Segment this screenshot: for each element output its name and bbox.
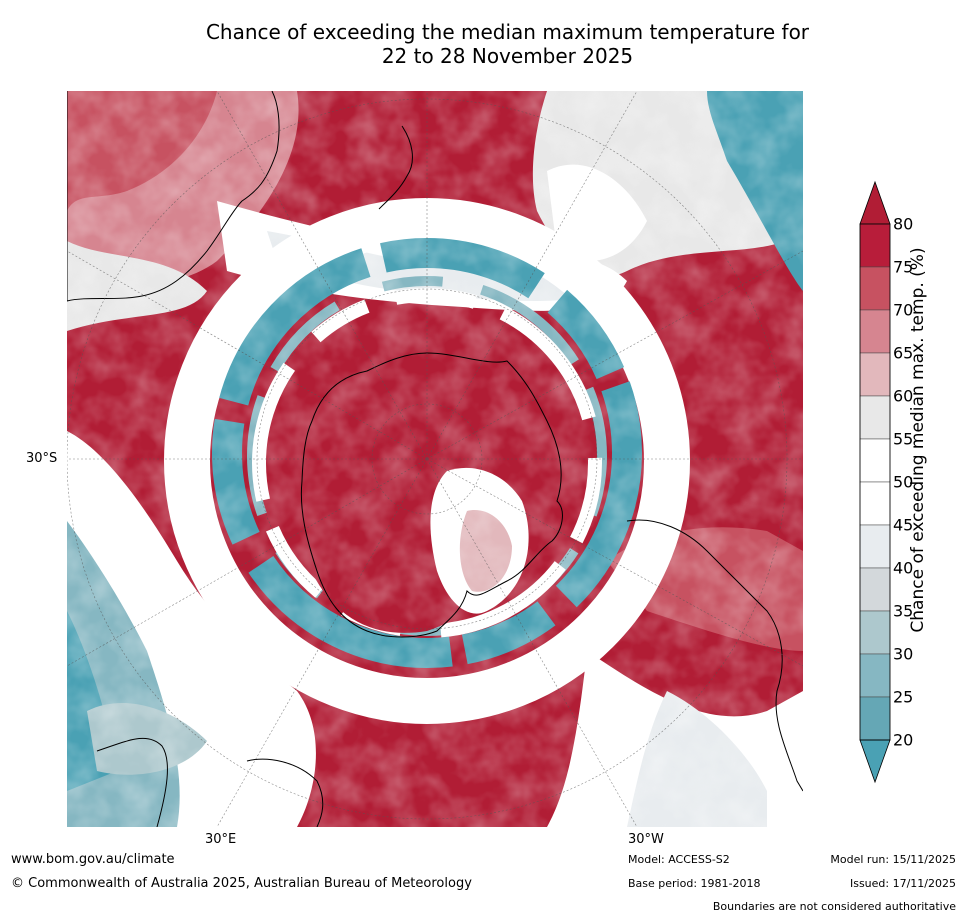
colorbar-under-triangle	[859, 739, 891, 784]
polar-map	[67, 91, 803, 827]
lat-label-30s: 30°S	[26, 451, 58, 466]
colorbar-tick-label: 70	[893, 300, 914, 320]
footer-issued: Issued: 17/11/2025	[849, 877, 956, 890]
title-line-2: 22 to 28 November 2025	[381, 44, 634, 68]
colorbar-bin-45-50	[859, 481, 891, 526]
colorbar-tick-label: 60	[893, 386, 914, 406]
colorbar-tick-label: 40	[893, 558, 914, 578]
colorbar-tick-label: 35	[893, 601, 914, 621]
colorbar-tick-label: 30	[893, 644, 914, 664]
colorbar-tick-label: 80	[893, 214, 914, 234]
colorbar-tick-label: 20	[893, 730, 914, 750]
colorbar-tick-label: 55	[893, 429, 914, 449]
footer-model-run: Model run: 15/11/2025	[830, 853, 956, 866]
colorbar-bin-20-25	[859, 696, 891, 741]
colorbar-bin-30-35	[859, 610, 891, 655]
colorbar-bin-60-65	[859, 352, 891, 397]
map-title: Chance of exceeding the median maximum t…	[0, 20, 965, 68]
coast-madagascar	[246, 758, 324, 827]
coastlines	[67, 91, 803, 827]
colorbar-bin-35-40	[859, 567, 891, 612]
colorbar	[859, 180, 891, 784]
title-line-1: Chance of exceeding the median maximum t…	[205, 20, 810, 44]
colorbar-tick-label: 25	[893, 687, 914, 707]
footer-copyright: © Commonwealth of Australia 2025, Austra…	[11, 876, 472, 891]
colorbar-bin-40-45	[859, 524, 891, 569]
coast-antarctica	[300, 352, 563, 638]
graticule	[67, 91, 803, 827]
lon-label-30w: 30°W	[628, 832, 664, 847]
coast-new-zealand	[378, 125, 413, 210]
colorbar-bin-50-55	[859, 438, 891, 483]
colorbar-bin-75-80	[859, 223, 891, 268]
footer-disclaimer: Boundaries are not considered authoritat…	[712, 900, 956, 913]
colorbar-bin-70-75	[859, 266, 891, 311]
footer-base-period: Base period: 1981-2018	[628, 877, 761, 890]
footer-model: Model: ACCESS-S2	[628, 853, 730, 866]
coast-south-africa	[96, 737, 168, 827]
lat-circle-60	[371, 403, 483, 515]
coast-australia	[67, 91, 280, 302]
colorbar-title: Chance of exceeding median max. temp. (%…	[908, 247, 928, 633]
colorbar-tick-label: 45	[893, 515, 914, 535]
colorbar-tick-label: 65	[893, 343, 914, 363]
footer-website: www.bom.gov.au/climate	[11, 852, 175, 867]
colorbar-over-triangle	[859, 180, 891, 225]
colorbar-bin-55-60	[859, 395, 891, 440]
lon-label-30e: 30°E	[205, 832, 237, 847]
coast-south-america	[626, 519, 803, 792]
colorbar-tick-label: 50	[893, 472, 914, 492]
colorbar-tick-label: 75	[893, 257, 914, 277]
colorbar-bin-65-70	[859, 309, 891, 354]
colorbar-bin-25-30	[859, 653, 891, 698]
